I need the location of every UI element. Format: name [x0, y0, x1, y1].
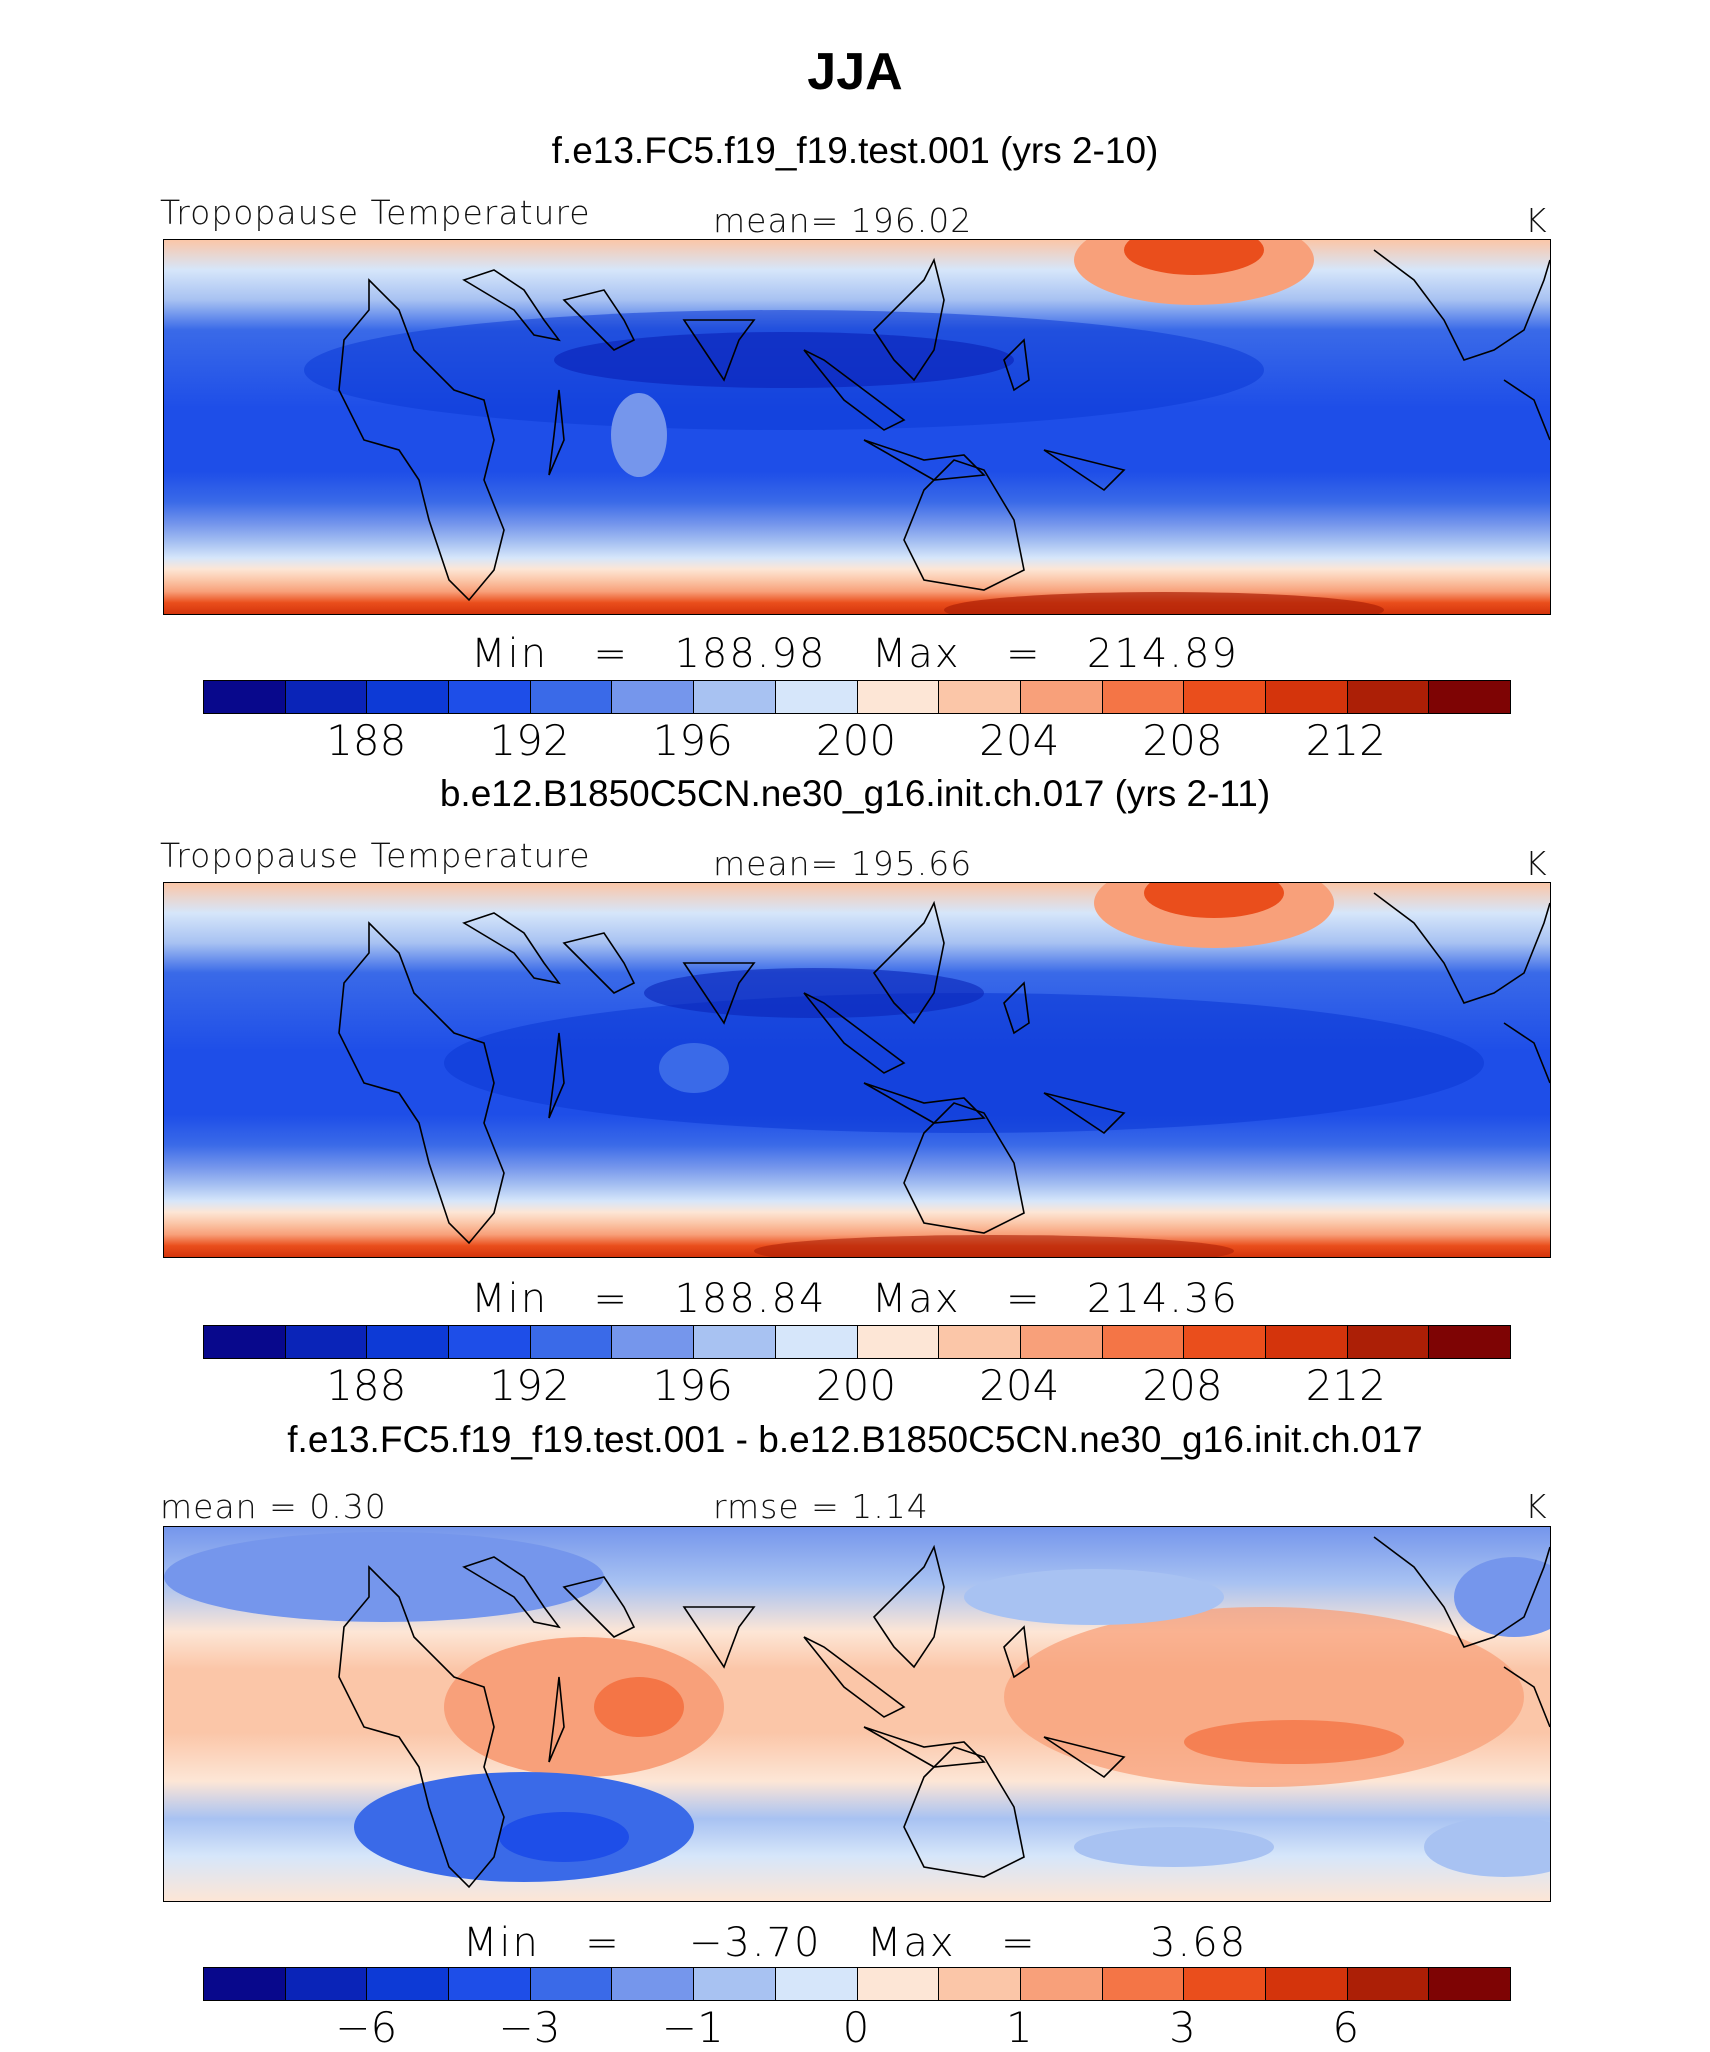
colorbar-swatch	[694, 681, 776, 713]
panel-3-map	[163, 1526, 1551, 1902]
colorbar-swatch	[449, 1968, 531, 2000]
colorbar-swatch	[612, 1968, 695, 2000]
panel-3-rmse-label: rmse = 1.14	[713, 1487, 929, 1526]
colorbar-swatch	[1020, 681, 1103, 713]
panel-3-colorbar	[203, 1967, 1511, 2001]
colorbar-swatch	[1265, 1326, 1348, 1358]
colorbar-tick-label: 204	[979, 716, 1060, 765]
colorbar-tick-label: 200	[815, 716, 897, 765]
colorbar-tick-label: 208	[1142, 716, 1223, 765]
colorbar-tick-label: 192	[489, 716, 570, 765]
panel-2-field-label: Tropopause Temperature	[160, 836, 591, 875]
colorbar-swatch	[1265, 681, 1348, 713]
colorbar-swatch	[1347, 1968, 1430, 2000]
colorbar-tick-label: 196	[652, 1361, 733, 1410]
colorbar-tick-label: 0	[842, 2003, 870, 2052]
panel-3-minmax: Min = −3.70 Max = 3.68	[462, 1920, 1248, 1966]
colorbar-tick-label: 188	[326, 716, 407, 765]
panel-2-mean-label: mean= 195.66	[713, 844, 973, 883]
colorbar-swatch	[1429, 1968, 1510, 2000]
colorbar-swatch	[1347, 1326, 1430, 1358]
colorbar-tick-label: 1	[1005, 2003, 1033, 2052]
colorbar-swatch	[1184, 681, 1266, 713]
colorbar-tick-label: −1	[661, 2003, 724, 2052]
colorbar-tick-label: 200	[815, 1361, 897, 1410]
panel-2-units-label: K	[1525, 844, 1548, 883]
panel-2-contour-map	[164, 883, 1550, 1257]
colorbar-tick-label: 204	[979, 1361, 1060, 1410]
colorbar-swatch	[1347, 681, 1430, 713]
colorbar-tick-label: 212	[1305, 716, 1386, 765]
colorbar-swatch	[1429, 681, 1510, 713]
colorbar-swatch	[367, 1968, 450, 2000]
panel-2-subtitle: b.e12.B1850C5CN.ne30_g16.init.ch.017 (yr…	[439, 773, 1271, 814]
panel-1-map	[163, 239, 1551, 615]
colorbar-swatch	[1102, 1968, 1185, 2000]
colorbar-swatch	[530, 1326, 613, 1358]
panel-1-field-label: Tropopause Temperature	[160, 193, 591, 232]
colorbar-swatch	[612, 681, 695, 713]
colorbar-tick-label: 3	[1169, 2003, 1196, 2052]
colorbar-swatch	[939, 1326, 1021, 1358]
colorbar-swatch	[367, 1326, 450, 1358]
colorbar-swatch	[1102, 681, 1185, 713]
colorbar-swatch	[449, 1326, 531, 1358]
panel-1-mean-label: mean= 196.02	[713, 201, 973, 240]
colorbar-swatch	[204, 681, 286, 713]
panel-1-subtitle: f.e13.FC5.f19_f19.test.001 (yrs 2-10)	[551, 130, 1159, 171]
colorbar-swatch	[1020, 1326, 1103, 1358]
colorbar-swatch	[857, 681, 940, 713]
colorbar-swatch	[694, 1326, 776, 1358]
colorbar-swatch	[285, 681, 368, 713]
panel-1-colorbar	[203, 680, 1511, 714]
panel-3-units-label: K	[1525, 1487, 1548, 1526]
panel-1-contour-map	[164, 240, 1550, 614]
colorbar-swatch	[1020, 1968, 1103, 2000]
colorbar-swatch	[204, 1968, 286, 2000]
colorbar-swatch	[857, 1968, 940, 2000]
colorbar-swatch	[204, 1326, 286, 1358]
colorbar-tick-label: 192	[489, 1361, 570, 1410]
panel-3-contour-map	[164, 1527, 1550, 1901]
panel-2-map	[163, 882, 1551, 1258]
colorbar-swatch	[1184, 1968, 1266, 2000]
colorbar-swatch	[1184, 1326, 1266, 1358]
panel-1-units-label: K	[1525, 201, 1548, 240]
colorbar-tick-label: 196	[652, 716, 733, 765]
panel-1-minmax: Min = 188.98 Max = 214.89	[471, 631, 1239, 677]
colorbar-swatch	[775, 1968, 858, 2000]
panel-2-colorbar	[203, 1325, 1511, 1359]
colorbar-swatch	[939, 681, 1021, 713]
colorbar-swatch	[285, 1326, 368, 1358]
colorbar-swatch	[449, 681, 531, 713]
colorbar-swatch	[775, 1326, 858, 1358]
colorbar-tick-label: 212	[1305, 1361, 1386, 1410]
panel-2-minmax: Min = 188.84 Max = 214.36	[471, 1276, 1239, 1322]
colorbar-tick-label: −6	[335, 2003, 398, 2052]
colorbar-tick-label: 6	[1332, 2003, 1360, 2052]
colorbar-swatch	[530, 681, 613, 713]
colorbar-swatch	[1429, 1326, 1510, 1358]
colorbar-swatch	[612, 1326, 695, 1358]
colorbar-swatch	[694, 1968, 776, 2000]
colorbar-swatch	[1265, 1968, 1348, 2000]
panel-3-subtitle: f.e13.FC5.f19_f19.test.001 - b.e12.B1850…	[287, 1419, 1423, 1460]
colorbar-swatch	[857, 1326, 940, 1358]
colorbar-tick-label: 208	[1142, 1361, 1223, 1410]
colorbar-swatch	[775, 681, 858, 713]
colorbar-swatch	[530, 1968, 613, 2000]
figure-title: JJA	[807, 43, 903, 101]
colorbar-tick-label: −3	[498, 2003, 561, 2052]
colorbar-swatch	[285, 1968, 368, 2000]
colorbar-swatch	[939, 1968, 1021, 2000]
panel-3-mean-label: mean = 0.30	[160, 1487, 387, 1526]
colorbar-swatch	[367, 681, 450, 713]
colorbar-swatch	[1102, 1326, 1185, 1358]
colorbar-tick-label: 188	[326, 1361, 407, 1410]
